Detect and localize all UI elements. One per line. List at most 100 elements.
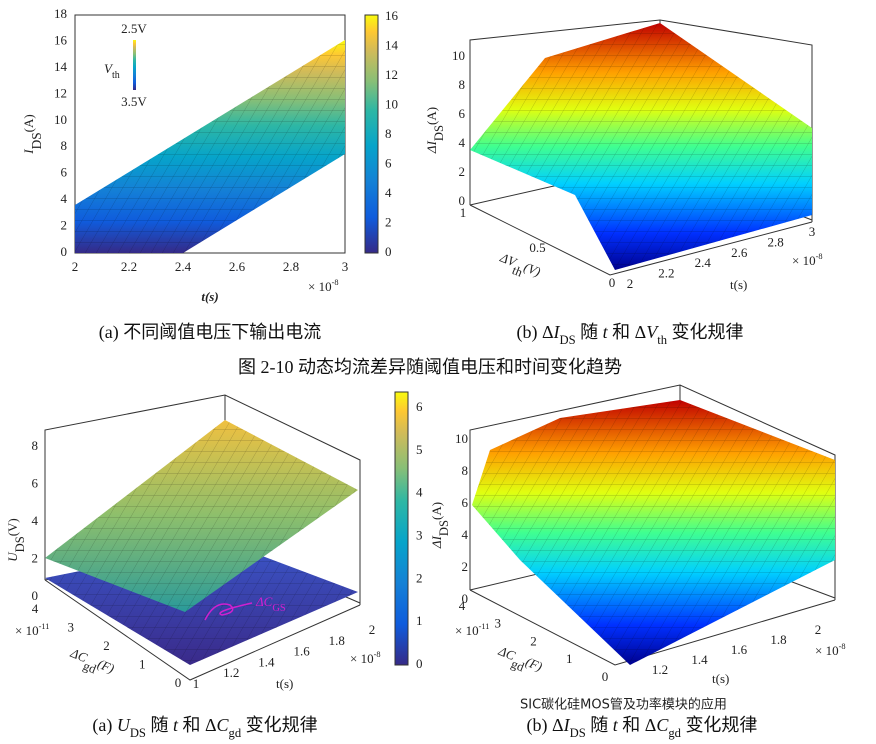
text-part: 变化规律 [667,322,744,342]
tick-label: 1.8 [329,633,345,648]
text-part: (A) [21,114,36,132]
tick-label: 2 [103,638,110,653]
tick-label: 1.2 [652,662,668,677]
tick-label: 0 [459,193,466,208]
text-part: I [563,715,571,735]
text-part: ΔI [424,140,439,154]
tick-label: 0 [602,669,609,684]
tick-label: 16 [54,32,68,47]
text-part: I [553,322,561,342]
text-part: ΔC [496,643,518,664]
tick-label: 10 [54,112,67,127]
tick-label: 6 [61,165,68,180]
text-part: U [5,551,20,562]
colorbar-label: 6 [385,155,392,170]
axis-label: t(s) [712,671,729,686]
text-part: -8 [839,642,846,651]
tick-label: 4 [459,598,466,613]
tick-label: 1 [566,651,573,666]
text-part: (A) [429,502,444,520]
tick-label: 1.4 [258,654,275,669]
colorbar-label: 1 [416,613,423,628]
text-part: × 10 [455,623,479,638]
caption: (b) ΔIDS 随 t 和 ΔVth 变化规律 [516,322,743,347]
text-part: 随 [146,715,173,735]
annotation-curve [204,602,253,621]
annotation: ΔCGS [255,594,286,614]
text-part: (F) [95,656,116,676]
text-part: × 10 [350,651,374,666]
figure-caption: 图 2-10 动态均流差异随阈值电压和时间变化趋势 [238,357,622,377]
tick-label: 1 [193,676,200,691]
text-part: GS [272,603,286,614]
text-part: (F) [523,654,544,674]
text-part: (V) [522,259,543,279]
axis-label: t(s) [201,289,218,304]
legend-label: 3.5V [121,94,147,109]
tick-label: 2.4 [175,259,192,274]
colorbar-label: 0 [416,656,423,671]
tick-label: 3 [809,224,816,239]
text-part: t [603,322,609,342]
tick-label: 0.5 [529,240,545,255]
colorbar-label: 0 [385,244,392,259]
tick-label: 2 [627,276,634,291]
text-part: (a) [92,715,116,736]
text-part: DS [13,536,27,552]
text-part: × 10 [815,643,839,658]
text-part: -8 [374,650,381,659]
tick-label: 0 [609,275,616,290]
tick-label: 4 [32,513,39,528]
text-part: V [104,61,114,76]
caption: (a) UDS 随 t 和 ΔCgd 变化规律 [92,715,317,740]
tick-label: 10 [455,431,468,446]
text-part: × 10 [792,253,816,268]
tick-label: 2.2 [658,266,674,281]
axis-exponent: × 10-8 [792,252,823,268]
surface-mesh [470,23,812,270]
legend-bar [133,40,136,90]
tick-label: 8 [459,77,466,92]
text-part: 随 [576,322,603,342]
watermark: SIC碳化硅MOS管及功率模块的应用 [520,697,727,713]
axis-label: UDS(V) [5,518,27,562]
tick-label: 2 [61,218,68,233]
tick-label: 4 [459,135,466,150]
tick-label: 10 [452,48,465,63]
tick-label: 4 [32,601,39,616]
colorbar-label: 14 [385,37,399,52]
text-part: gd [509,657,527,675]
tick-label: 2 [72,259,79,274]
text-part: -11 [479,622,490,631]
tick-label: 12 [54,85,67,100]
tick-label: 8 [32,438,39,453]
text-part: C [656,715,669,735]
text-part: ΔI [429,535,444,549]
colorbar-label: 4 [385,185,392,200]
tick-label: 2 [369,622,376,637]
tick-label: 0 [32,588,39,603]
axis-label: ΔVth(V) [495,249,543,285]
text-part: ΔC [68,645,90,666]
tick-label: 1.4 [691,652,708,667]
tick-label: 1.8 [770,632,786,647]
axis-exponent: × 10-11 [15,622,49,638]
tick-label: 3 [342,259,349,274]
tick-label: 4 [61,191,68,206]
text-part: gd [229,726,242,740]
surface-mesh [472,400,835,665]
colorbar-label: 2 [416,570,423,585]
text-part: ΔV [497,249,520,270]
text-part: t [173,715,179,735]
tick-label: 2.2 [121,259,137,274]
text-part: DS [560,333,576,347]
text-part: (V) [5,518,20,536]
text-part: DS [29,132,44,149]
text-part: DS [437,520,451,536]
axis-exponent: × 10-11 [455,622,489,638]
tick-label: 1.6 [731,642,748,657]
colorbar [394,391,409,666]
layout [44,14,836,681]
axis-label: ΔIDS(A) [429,502,451,549]
